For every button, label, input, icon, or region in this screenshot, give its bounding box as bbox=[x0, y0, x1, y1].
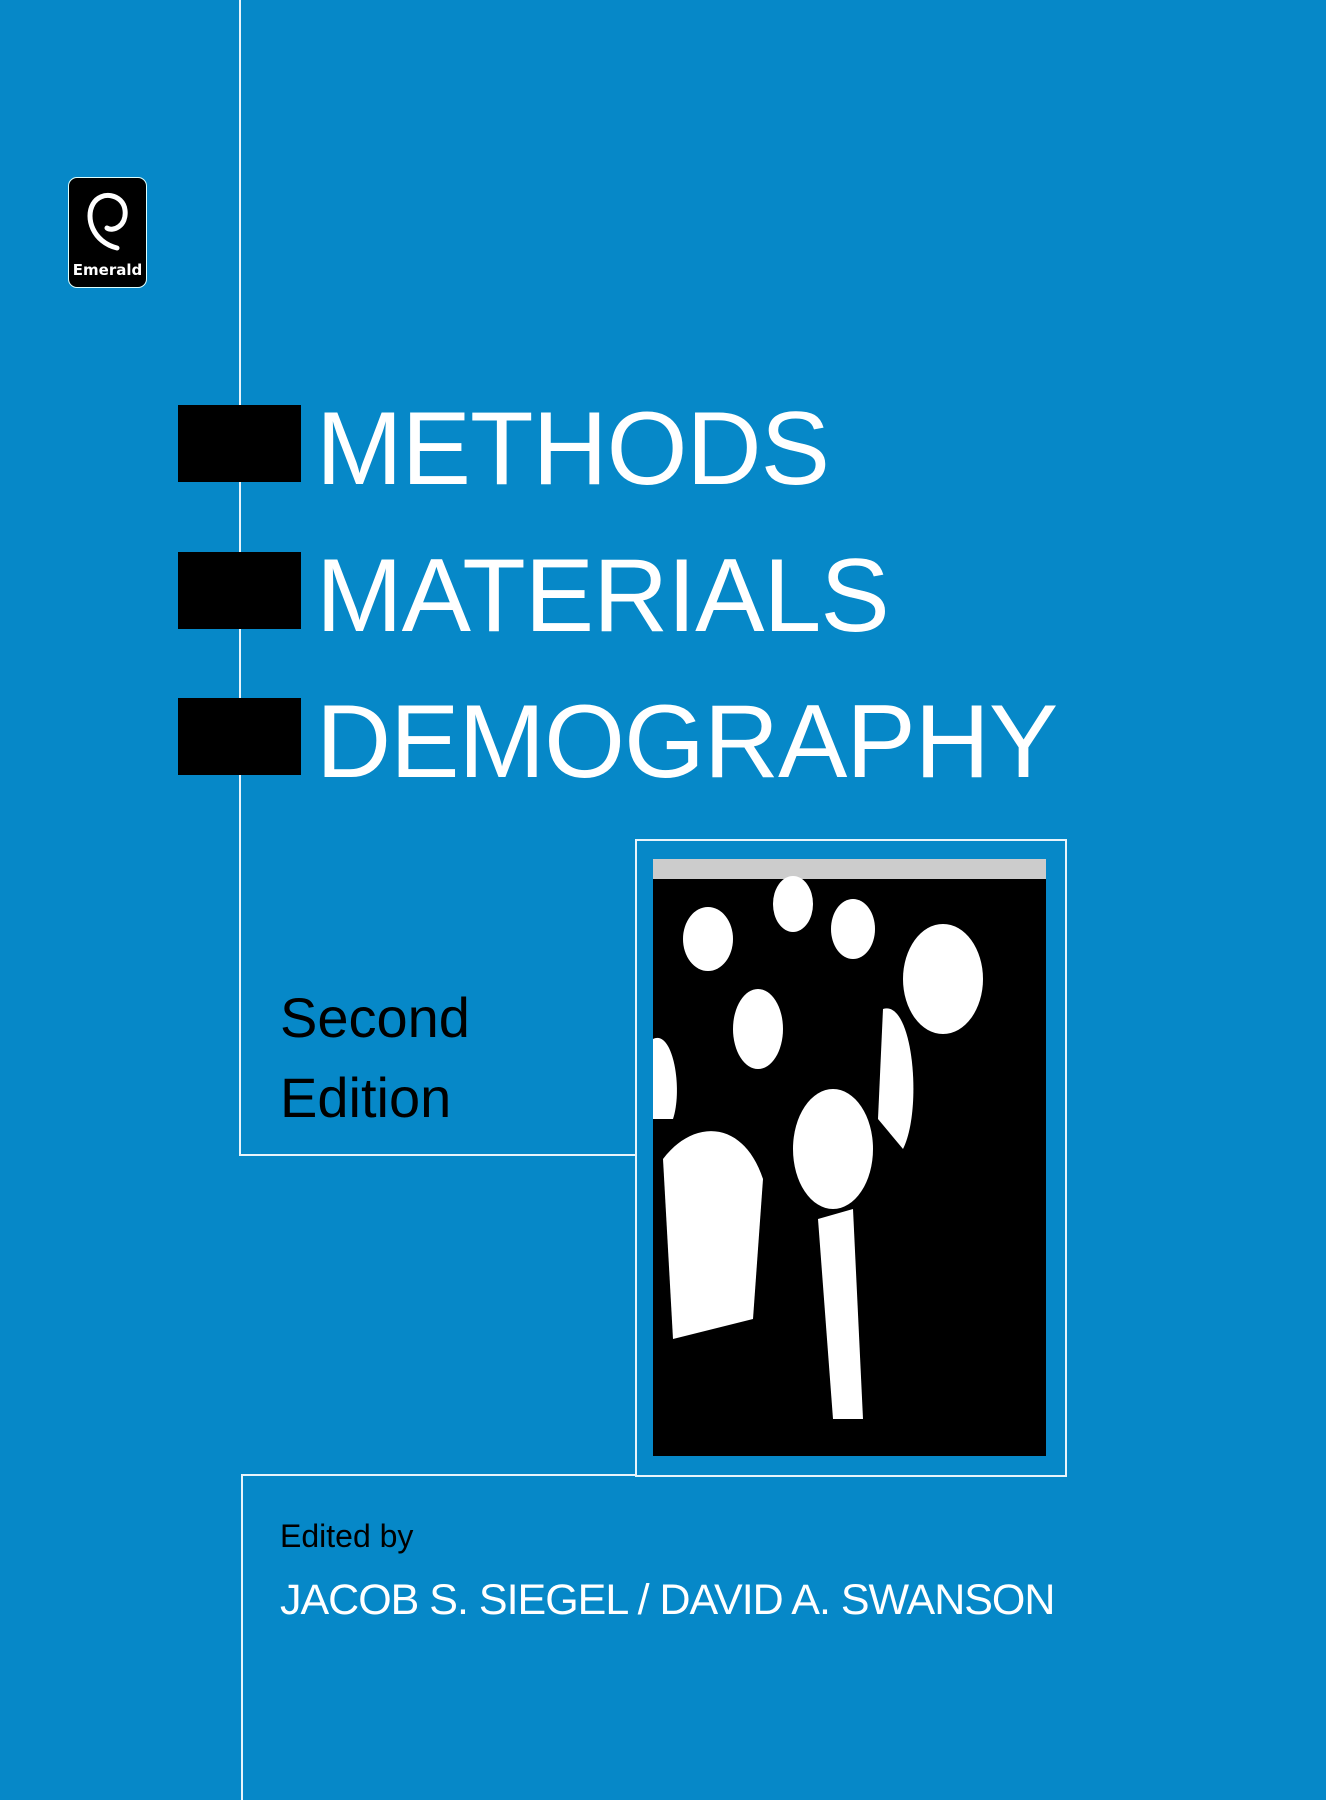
horizontal-rule-credits bbox=[241, 1474, 637, 1476]
vertical-rule-bottom bbox=[241, 1474, 243, 1800]
crowd-photo bbox=[653, 859, 1046, 1456]
title-bar-2 bbox=[178, 552, 301, 629]
title-line-materials: MATERIALS bbox=[316, 538, 890, 654]
emerald-logo: Emerald bbox=[68, 177, 147, 288]
horizontal-rule-edition bbox=[239, 1154, 637, 1156]
photo-frame bbox=[635, 839, 1067, 1477]
title-bar-3 bbox=[178, 698, 301, 775]
edition-line-1: Second bbox=[280, 986, 470, 1049]
title-line-demography: DEMOGRAPHY bbox=[316, 684, 1058, 800]
editor-names: JACOB S. SIEGEL / DAVID A. SWANSON bbox=[280, 1576, 1055, 1624]
title-bar-1 bbox=[178, 405, 301, 482]
logo-text: Emerald bbox=[72, 261, 143, 279]
edited-by-label: Edited by bbox=[280, 1518, 414, 1554]
crowd-photo-icon bbox=[653, 859, 1046, 1456]
spiral-icon bbox=[87, 193, 128, 251]
title-line-methods: METHODS bbox=[316, 391, 830, 507]
edition-line-2: Edition bbox=[280, 1066, 452, 1129]
